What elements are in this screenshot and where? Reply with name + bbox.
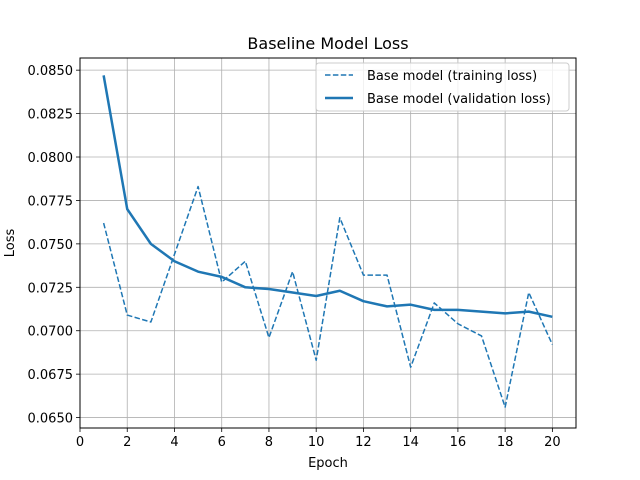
y-tick-label: 0.0775	[28, 194, 74, 209]
legend: Base model (training loss) Base model (v…	[315, 62, 570, 112]
y-axis-label: Loss	[3, 229, 18, 258]
ticks: 0 2 4 6 8 10 12 14 16 18 20 0.0650 0.0675 0.0700 0.072…	[28, 64, 561, 450]
y-tick-label: 0.0725	[28, 281, 74, 296]
y-tick-label: 0.0825	[28, 108, 74, 123]
x-tick-label: 8	[265, 435, 273, 450]
x-tick-label: 6	[218, 435, 226, 450]
legend-box	[315, 62, 570, 112]
legend-label-training: Base model (training loss)	[367, 69, 537, 84]
validation-loss-line	[102, 75, 553, 319]
series-layer	[102, 75, 554, 408]
y-tick-label: 0.0700	[28, 325, 74, 340]
y-tick-label: 0.0800	[28, 151, 74, 166]
y-tick-label: 0.0650	[28, 412, 74, 427]
x-tick-label: 14	[402, 435, 419, 450]
x-tick-label: 18	[497, 435, 514, 450]
x-axis-label: Epoch	[308, 456, 348, 471]
x-tick-label: 12	[355, 435, 372, 450]
y-tick-label: 0.0675	[28, 368, 74, 383]
x-tick-label: 16	[450, 435, 467, 450]
training-loss-line	[102, 185, 554, 408]
x-tick-label: 2	[123, 435, 131, 450]
chart-title: Baseline Model Loss	[247, 34, 408, 53]
x-tick-label: 20	[544, 435, 561, 450]
x-tick-label: 0	[76, 435, 84, 450]
legend-label-validation: Base model (validation loss)	[367, 92, 551, 107]
y-tick-label: 0.0850	[28, 64, 74, 79]
y-tick-label: 0.0750	[28, 238, 74, 253]
x-tick-label: 4	[170, 435, 178, 450]
plot-frame	[79, 57, 577, 429]
x-tick-label: 10	[308, 435, 325, 450]
